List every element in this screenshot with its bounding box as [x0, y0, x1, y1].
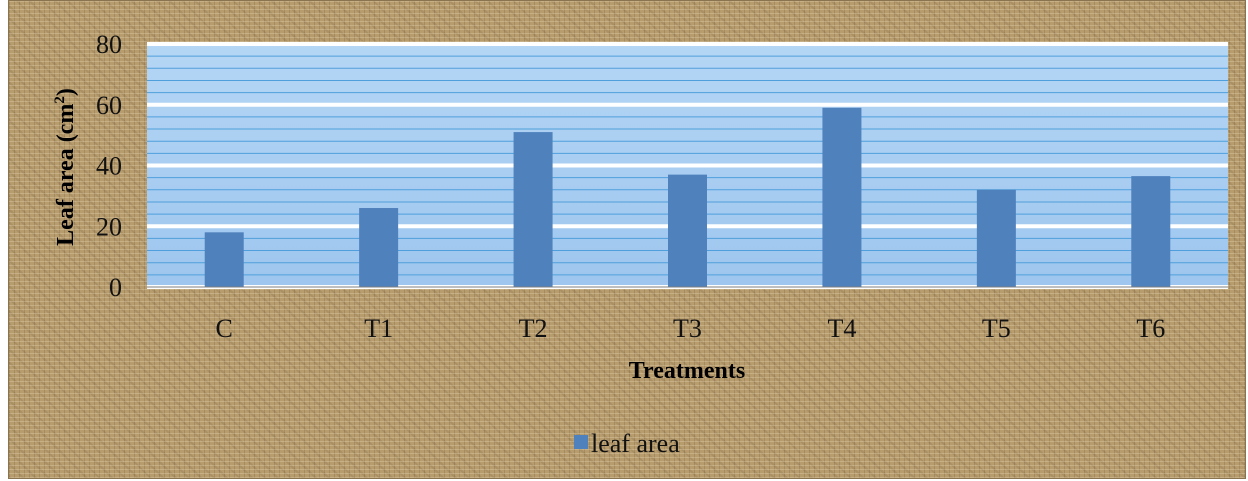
x-tick-label-t3: T3 — [673, 314, 702, 343]
bar-t6 — [1131, 176, 1171, 287]
bar-t3 — [668, 174, 707, 287]
legend-label: leaf area — [591, 429, 680, 458]
y-axis-title-superscript: 2 — [52, 96, 68, 104]
x-tick-label-t2: T2 — [519, 314, 548, 343]
y-axis-title-main: Leaf area (cm — [53, 104, 79, 246]
bar-t2 — [513, 132, 553, 287]
y-tick-label-80: 80 — [96, 30, 122, 59]
x-tick-label-t4: T4 — [827, 314, 856, 343]
bar-t1 — [359, 208, 399, 287]
y-tick-label-20: 20 — [96, 212, 122, 241]
bar-c — [204, 232, 244, 287]
legend-swatch — [574, 435, 588, 449]
legend: leaf area — [574, 429, 680, 458]
x-tick-label-t1: T1 — [364, 314, 393, 343]
x-tick-label-t5: T5 — [982, 314, 1011, 343]
bar-t4 — [822, 107, 862, 287]
bar-series — [204, 107, 1171, 287]
x-axis-title: Treatments — [629, 358, 745, 384]
x-tick-label-t6: T6 — [1136, 314, 1165, 343]
y-axis-title: Leaf area (cm2) — [52, 88, 79, 246]
x-tick-labels: C T1 T2 T3 T4 T5 T6 — [216, 314, 1166, 343]
y-tick-label-0: 0 — [109, 273, 122, 302]
x-tick-label-c: C — [216, 314, 233, 343]
y-tick-labels: 0 20 40 60 80 — [96, 30, 122, 302]
y-tick-label-40: 40 — [96, 152, 122, 181]
bar-t5 — [976, 189, 1016, 287]
y-axis-title-end: ) — [53, 88, 79, 96]
y-tick-label-60: 60 — [96, 91, 122, 120]
